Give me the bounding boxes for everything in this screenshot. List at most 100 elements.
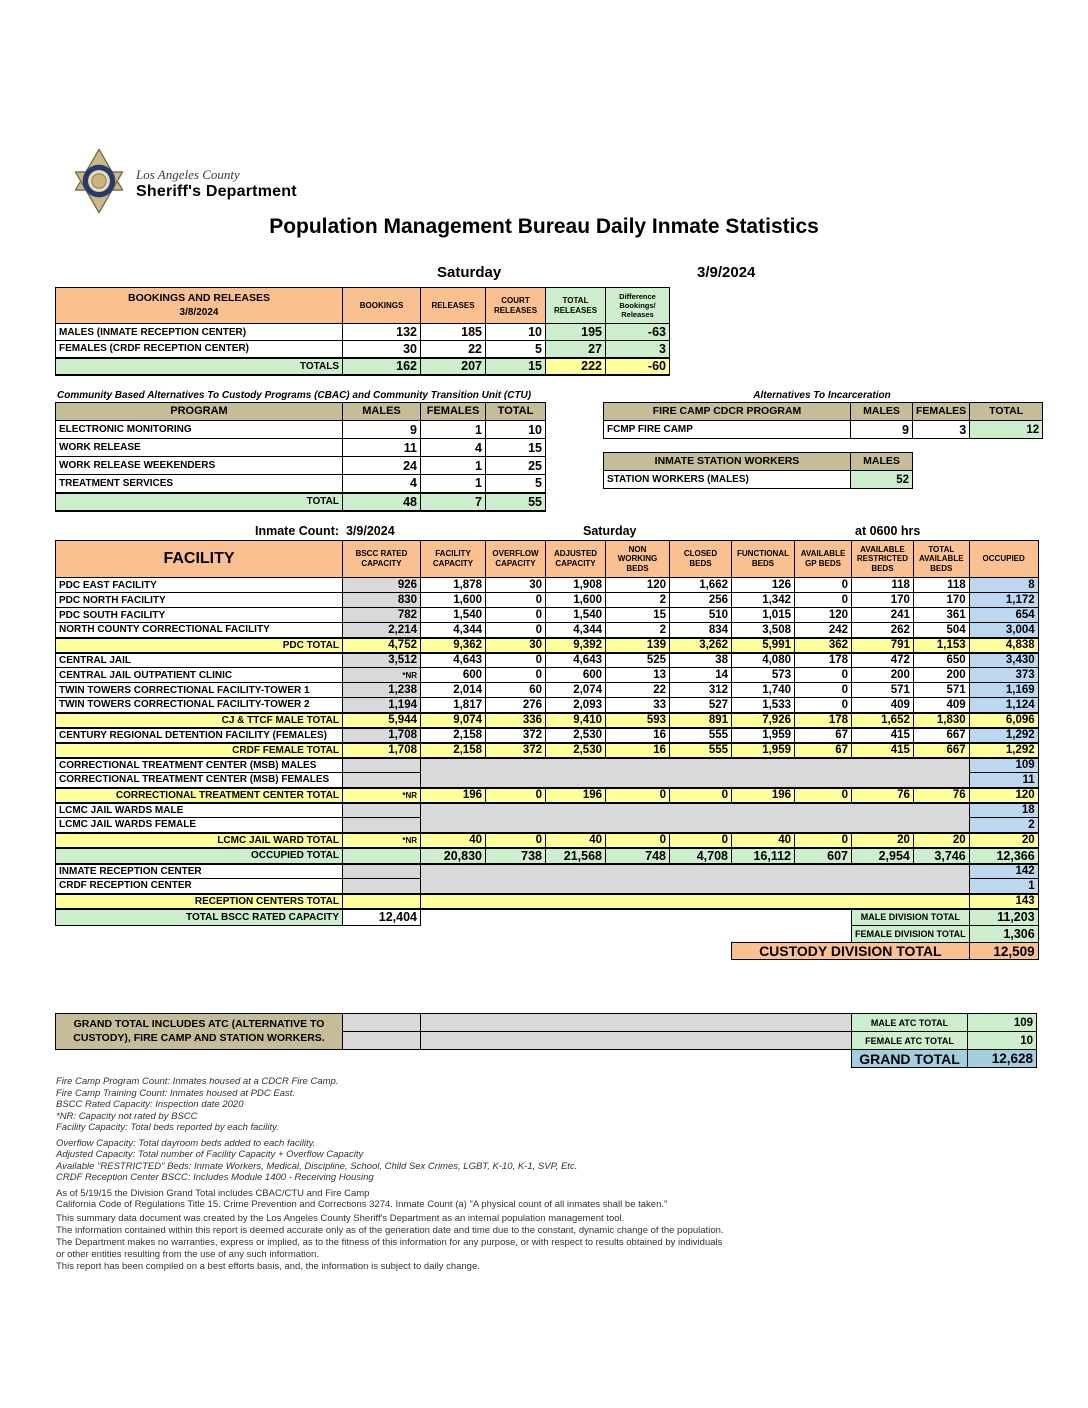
column-header-males: MALES [850, 402, 913, 421]
sheriff-star-icon [70, 147, 128, 220]
bed-value: 30 [485, 636, 546, 654]
bed-value: 1,540 [545, 607, 606, 623]
bed-value: 525 [605, 652, 670, 668]
male-atc-total-label: MALE ATC TOTAL [851, 1013, 968, 1032]
bed-value: 415 [851, 727, 914, 743]
footnote: As of 5/19/15 the Division Grand Total i… [56, 1187, 370, 1199]
occupied-count: 1,292 [968, 741, 1039, 759]
bed-value: 372 [485, 727, 546, 743]
disclaimer-line: The Department makes no warranties, expr… [56, 1237, 723, 1248]
column-header-total-available-beds: TOTAL AVAILABLE BEDS [912, 540, 970, 578]
bed-value: 38 [669, 652, 732, 668]
bed-value: 16,112 [731, 846, 795, 865]
totals-label: TOTAL [55, 491, 343, 512]
facility-row-merged_total: RECEPTION CENTERS TOTAL 143 [55, 892, 1039, 910]
bed-value: 667 [912, 727, 970, 743]
facility-row-total: PDC TOTAL 4,752 9,362 30 9,392 139 3,262 5,991 3… [55, 636, 1039, 654]
bed-value: 527 [669, 697, 732, 713]
spacer-cell [420, 1031, 852, 1050]
column-header-facility-capacity: FACILITY CAPACITY [420, 540, 486, 578]
cbac-table: PROGRAM MALES FEMALES TOTAL ELECTRONIC M… [55, 402, 546, 512]
bscc-capacity: 1,708 [342, 727, 421, 743]
females-value: 4 [420, 438, 486, 457]
column-header-males: MALES [342, 402, 421, 421]
bscc-capacity: 1,194 [342, 697, 421, 713]
bed-value: 67 [794, 727, 852, 743]
bed-value: 607 [794, 846, 852, 865]
bed-value: 0 [669, 831, 732, 849]
footnote: Fire Camp Program Count: Inmates housed … [56, 1076, 339, 1087]
column-header-total-releases: TOTAL RELEASES [545, 287, 606, 324]
occupied-count: 4,838 [968, 636, 1039, 654]
bscc-capacity: 830 [342, 592, 421, 608]
footnote: CRDF Reception Center BSCC: Includes Mod… [56, 1172, 374, 1183]
females-value: 1 [420, 456, 486, 475]
bed-value: 9,410 [545, 711, 606, 729]
footnote: *NR: Capacity not rated by BSCC [56, 1110, 198, 1122]
bed-value: 472 [851, 652, 914, 668]
ati-section-title: Alternatives To Incarceration [753, 390, 891, 401]
cbac-header-row: PROGRAM MALES FEMALES TOTAL [55, 402, 546, 421]
total-releases-value: 195 [545, 323, 606, 341]
bed-value: 196 [731, 786, 795, 804]
fire-camp-header-row: FIRE CAMP CDCR PROGRAM MALES FEMALES TOT… [603, 402, 1044, 421]
bed-value: 0 [605, 786, 670, 804]
total-releases-value: 27 [545, 340, 606, 358]
facility-row-pairA: CORRECTIONAL TREATMENT CENTER (MSB) MALE… [55, 757, 1039, 788]
bed-value: 362 [794, 636, 852, 654]
bookings-row-females: FEMALES (CRDF RECEPTION CENTER) 30 22 5 … [55, 340, 670, 358]
footnote: Overflow Capacity: Total dayroom beds ad… [56, 1137, 316, 1149]
bed-value: 60 [485, 682, 546, 698]
bed-value: 241 [851, 607, 914, 623]
males-value: 4 [342, 474, 421, 493]
footnote: Available "RESTRICTED" Beds: Inmate Work… [56, 1160, 578, 1172]
total-label: OCCUPIED TOTAL [55, 846, 343, 865]
occupied-count: 11 [968, 772, 1039, 788]
bookings-title-text: BOOKINGS AND RELEASES [128, 292, 270, 305]
bed-value: 9,074 [420, 711, 486, 729]
logo-county-text: Los Angeles County [136, 166, 240, 182]
bed-value: 20 [912, 831, 970, 849]
spacer-cell [56, 1050, 852, 1068]
bed-value: 67 [794, 741, 852, 759]
bed-value: 0 [794, 682, 852, 698]
occupied-count: 654 [968, 607, 1039, 623]
bookings-table-title: BOOKINGS AND RELEASES 3/8/2024 [55, 287, 343, 324]
facility-name: TWIN TOWERS CORRECTIONAL FACILITY-TOWER … [55, 697, 343, 713]
occupied-count: 12,366 [968, 846, 1039, 865]
bed-value: 2,093 [545, 697, 606, 713]
bed-value: 1,600 [545, 592, 606, 608]
bed-value: 118 [912, 577, 970, 593]
facility-name: CENTURY REGIONAL DETENTION FACILITY (FEM… [55, 727, 343, 743]
bed-value: 1,959 [731, 727, 795, 743]
bed-value: 593 [605, 711, 670, 729]
summary-row-custody-division: CUSTODY DIVISION TOTAL 12,509 [56, 942, 1039, 960]
inmate-count-time: at 0600 hrs [855, 524, 921, 538]
facility-row-pairB: LCMC JAIL WARDS FEMALE 2 [55, 817, 1039, 833]
spacer-cell [56, 943, 732, 960]
grand-total-table: GRAND TOTAL INCLUDES ATC (ALTERNATIVE TO… [55, 1013, 1037, 1068]
bscc-capacity [342, 802, 421, 818]
spacer-cell [420, 1013, 852, 1032]
facility-row-data: PDC SOUTH FACILITY 782 1,540 0 1,540 15 510 1,0… [55, 607, 1039, 623]
merged-empty-cell [420, 892, 970, 910]
facility-name: CRDF RECEPTION CENTER [55, 878, 343, 894]
female-division-total-label: FEMALE DIVISION TOTAL [851, 925, 970, 943]
summary-row-bscc-capacity: TOTAL BSCC RATED CAPACITY 12,404 MALE DI… [55, 908, 1039, 926]
bed-value: 139 [605, 636, 670, 654]
bookings-value: 132 [342, 323, 421, 341]
bed-value: 0 [485, 622, 546, 638]
bed-value: 126 [731, 577, 795, 593]
bed-value: 0 [794, 786, 852, 804]
disclaimer-line: or other entities resulting from the use… [56, 1249, 319, 1260]
column-header-overflow-capacity: OVERFLOW CAPACITY [485, 540, 546, 578]
grand-total-label: GRAND TOTAL [851, 1049, 968, 1068]
bed-value: 3,508 [731, 622, 795, 638]
facility-name: TWIN TOWERS CORRECTIONAL FACILITY-TOWER … [55, 682, 343, 698]
females-value: 1 [420, 474, 486, 493]
bed-value: 1,878 [420, 577, 486, 593]
bed-value: 748 [605, 846, 670, 865]
total-label: RECEPTION CENTERS TOTAL [55, 892, 343, 910]
court-releases-total: 15 [485, 356, 546, 376]
column-header-releases: RELEASES [420, 287, 486, 324]
